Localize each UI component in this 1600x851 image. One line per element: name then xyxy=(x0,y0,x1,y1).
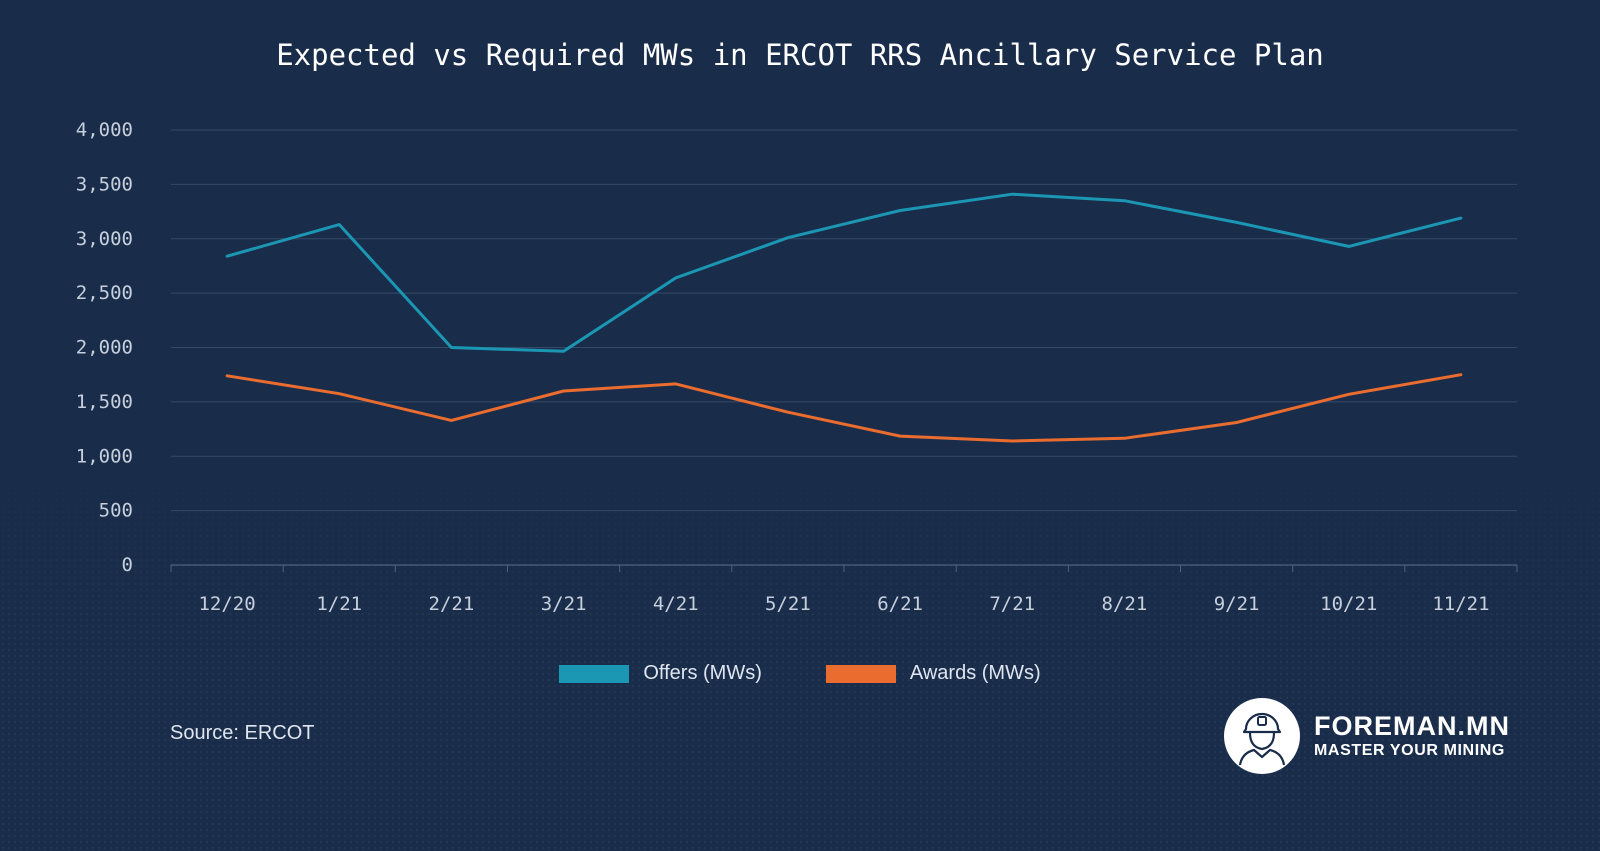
x-tick-label: 10/21 xyxy=(1320,593,1377,615)
x-tick-label: 3/21 xyxy=(541,593,587,615)
y-tick-label: 500 xyxy=(99,500,133,522)
gridlines xyxy=(171,129,1517,512)
y-tick-labels: 0 500 1,000 1,500 2,000 2,500 3,000 3,500 4,000 xyxy=(76,119,133,576)
legend-item-awards: Awards (MWs) xyxy=(825,662,1041,685)
brand-tagline: MASTER YOUR MINING xyxy=(1314,742,1505,759)
brand-text: FOREMAN.MN MASTER YOUR MINING xyxy=(1314,711,1510,761)
y-tick-label: 0 xyxy=(122,554,133,576)
miner-helmet-icon xyxy=(1224,698,1300,774)
x-tick-label: 2/21 xyxy=(429,593,475,615)
x-tick-label: 6/21 xyxy=(877,593,923,615)
legend-swatch-awards xyxy=(825,664,896,683)
legend-item-offers: Offers (MWs) xyxy=(559,662,762,685)
y-tick-label: 1,500 xyxy=(76,391,133,413)
legend-swatch-offers xyxy=(559,664,630,683)
series-lines xyxy=(225,192,1463,443)
y-tick-label: 2,500 xyxy=(76,282,133,304)
y-tick-label: 3,000 xyxy=(76,228,133,250)
x-tick-label: 7/21 xyxy=(989,593,1035,615)
x-tick-label: 11/21 xyxy=(1432,593,1489,615)
series-line-awards xyxy=(225,373,1463,443)
y-tick-label: 3,500 xyxy=(76,173,133,195)
brand-block: FOREMAN.MN MASTER YOUR MINING xyxy=(1224,698,1510,774)
x-tick-label: 9/21 xyxy=(1214,593,1260,615)
legend-label-offers: Offers (MWs) xyxy=(643,662,762,684)
y-tick-label: 4,000 xyxy=(76,119,133,141)
x-tick-label: 4/21 xyxy=(653,593,699,615)
x-tick-labels: 12/20 1/21 2/21 3/21 4/21 5/21 6/21 7/21 8/21 9/2… xyxy=(198,593,1489,615)
legend-label-awards: Awards (MWs) xyxy=(909,662,1041,684)
x-axis xyxy=(170,564,1518,572)
background-pattern xyxy=(0,431,1600,851)
x-tick-label: 1/21 xyxy=(316,593,362,615)
legend: Offers (MWs) Awards (MWs) xyxy=(0,662,1600,685)
x-tick-label: 8/21 xyxy=(1102,593,1148,615)
y-tick-label: 2,000 xyxy=(76,337,133,359)
chart-title: Expected vs Required MWs in ERCOT RRS An… xyxy=(276,38,1324,72)
x-tick-label: 12/20 xyxy=(198,593,255,615)
series-line-offers xyxy=(225,192,1463,353)
x-tick-label: 5/21 xyxy=(765,593,811,615)
brand-name: FOREMAN.MN xyxy=(1314,711,1510,741)
source-note: Source: ERCOT xyxy=(170,722,315,744)
y-tick-label: 1,000 xyxy=(76,445,133,467)
